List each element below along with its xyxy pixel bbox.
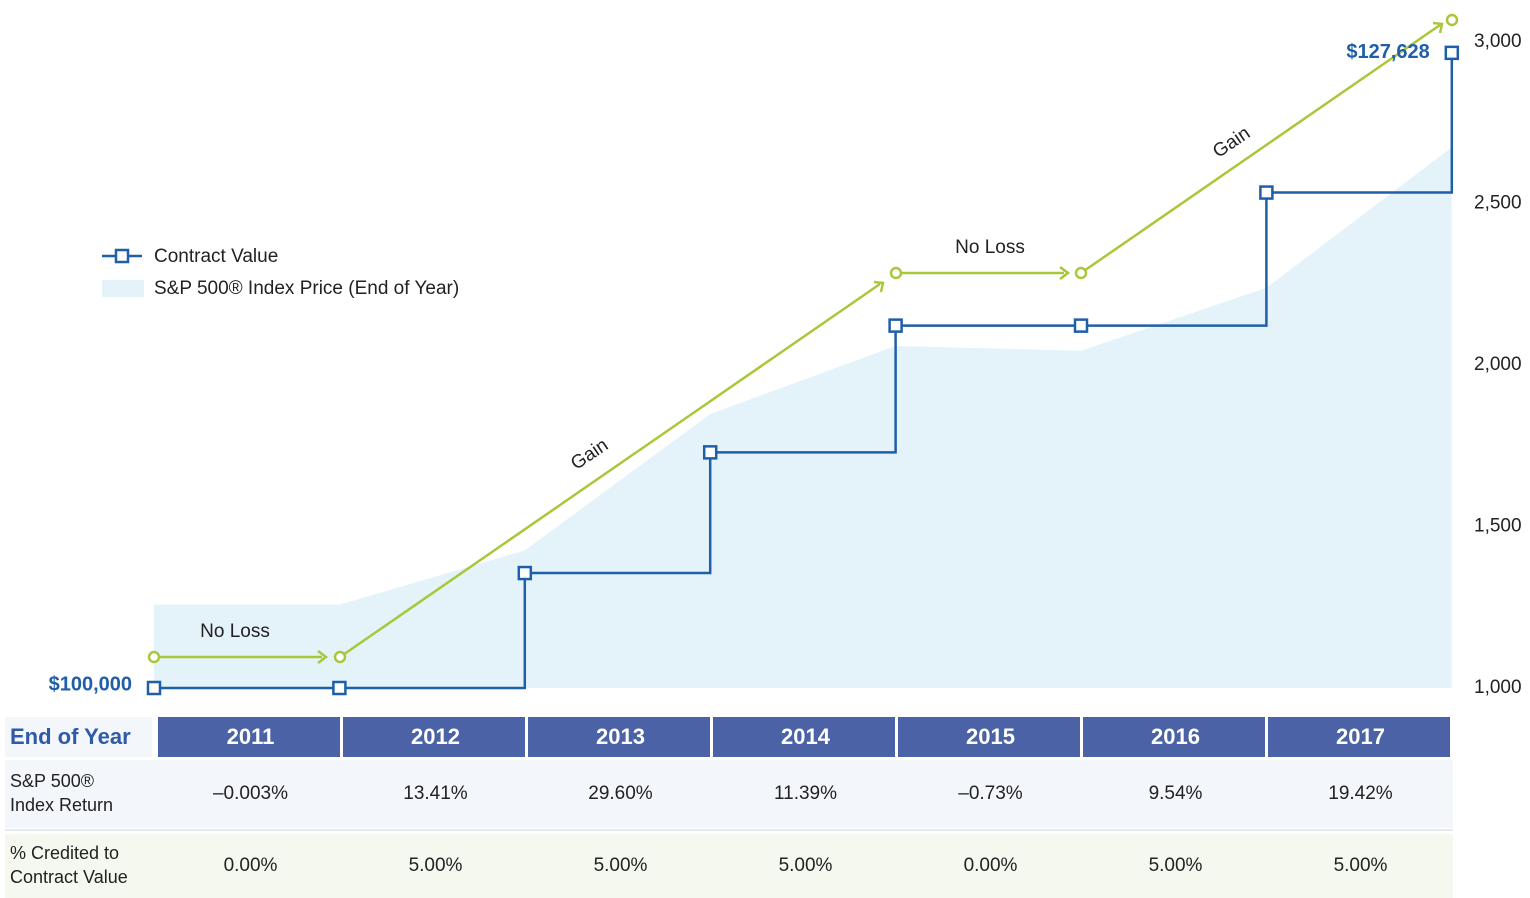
contract-marker <box>146 680 162 696</box>
value-label: $127,628 <box>1346 41 1429 63</box>
table-cell: 13.41% <box>403 783 468 804</box>
table-header: 2017 <box>1336 724 1385 749</box>
table-cell: 9.54% <box>1149 783 1203 804</box>
table-cell: 5.00% <box>779 855 833 876</box>
annotation-dot <box>333 650 347 664</box>
step-line <box>339 573 527 690</box>
table-cell: 19.42% <box>1328 783 1393 804</box>
y-tick-label: 2,500 <box>1474 193 1522 214</box>
contract-marker <box>1259 185 1274 200</box>
y-tick-label: 2,000 <box>1474 354 1522 375</box>
row-label: % Credited to Contract Value <box>10 843 128 887</box>
contract-marker <box>702 445 718 460</box>
step-line <box>1266 52 1454 194</box>
table-row-bg <box>5 834 1453 898</box>
table-cell: –0.73% <box>958 783 1023 804</box>
value-label: $100,000 <box>49 673 132 695</box>
row-label-line: S&P 500® <box>10 771 94 791</box>
contract-marker <box>888 318 903 333</box>
annotation-dot <box>889 266 903 280</box>
annotations <box>147 13 1459 664</box>
index-area <box>154 147 1452 689</box>
table-header: 2015 <box>966 724 1015 749</box>
row-label-line: % Credited to <box>10 843 119 863</box>
table-header-label-bg <box>5 717 152 757</box>
table-header-cell <box>898 717 1080 757</box>
table-cell: –0.003% <box>213 783 288 804</box>
table-cell: 5.00% <box>594 855 648 876</box>
table-header-cell <box>343 717 525 757</box>
arrow-head <box>317 650 329 664</box>
annotation: Gain <box>567 435 612 475</box>
table-row-bg <box>5 760 1453 828</box>
row-label: S&P 500® Index Return <box>10 771 113 815</box>
contract-marker <box>332 680 347 696</box>
area-layer <box>154 147 1452 689</box>
annotation: No Loss <box>200 621 270 642</box>
table-header-cell <box>713 717 895 757</box>
table-cell: 5.00% <box>1149 855 1203 876</box>
table-header-cell <box>528 717 710 757</box>
arrow-head <box>873 280 885 293</box>
contract-marker <box>1444 45 1460 61</box>
y-tick-label: 1,500 <box>1474 516 1522 537</box>
annotation-arrow <box>1080 23 1441 275</box>
arrow-head <box>1432 21 1444 34</box>
table-header: 2016 <box>1151 724 1200 749</box>
table-cell: 29.60% <box>588 783 653 804</box>
legend-label: Contract Value <box>154 246 278 267</box>
y-tick-label: 1,000 <box>1474 677 1522 698</box>
table-header: 2014 <box>781 724 831 749</box>
table-header: 2011 <box>227 724 275 749</box>
row-label-line: Contract Value <box>10 867 128 887</box>
annotation: No Loss <box>955 237 1025 258</box>
legend-marker <box>114 248 130 264</box>
table-header: 2013 <box>596 724 645 749</box>
step-line <box>524 452 712 575</box>
table-header-cell <box>1268 717 1450 757</box>
table-header-cell <box>158 717 340 757</box>
row-label-line: Index Return <box>10 795 113 815</box>
table-cell: 0.00% <box>224 855 278 876</box>
step-line <box>1081 192 1268 327</box>
contract-marker <box>517 565 533 581</box>
arrow-head <box>1059 266 1071 280</box>
table-header-label: End of Year <box>10 724 131 749</box>
y-tick-label: 3,000 <box>1474 31 1522 52</box>
table-cell: 5.00% <box>409 855 463 876</box>
table-cell: 11.39% <box>774 783 837 804</box>
table-cell: 5.00% <box>1334 855 1388 876</box>
legend-label: S&P 500® Index Price (End of Year) <box>154 278 459 299</box>
annotation-dot <box>1445 13 1459 27</box>
legend-swatch <box>102 280 144 297</box>
annotation-dot <box>147 650 161 664</box>
table-header-cell <box>1083 717 1265 757</box>
annotation-dot <box>1074 266 1088 280</box>
legend: Contract Value S&P 500® Index Price (End… <box>102 246 459 299</box>
step-line <box>710 325 897 454</box>
contract-marker <box>1073 318 1089 333</box>
table-header: 2012 <box>411 724 460 749</box>
table-cell: 0.00% <box>964 855 1018 876</box>
annotation-arrow <box>339 282 881 659</box>
